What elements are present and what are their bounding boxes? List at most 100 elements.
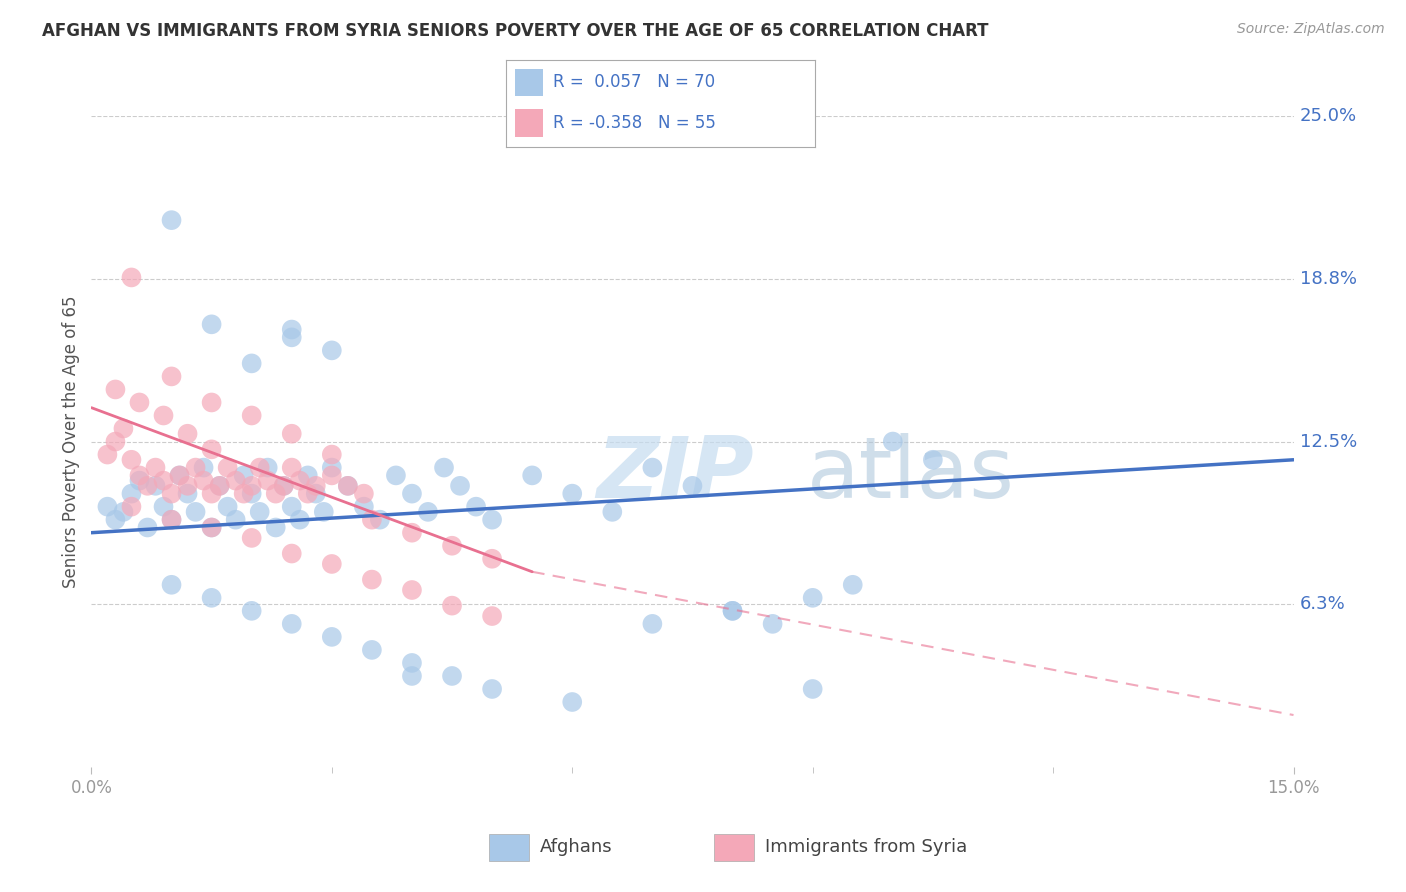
Point — [232, 486, 254, 500]
Point — [176, 426, 198, 441]
Point — [440, 539, 463, 553]
Point — [522, 468, 544, 483]
Bar — [489, 834, 529, 861]
Text: ZIP: ZIP — [596, 433, 754, 516]
Y-axis label: Seniors Poverty Over the Age of 65: Seniors Poverty Over the Age of 65 — [62, 295, 80, 588]
Point — [201, 520, 224, 534]
Text: R =  0.057   N = 70: R = 0.057 N = 70 — [553, 73, 714, 92]
Point — [440, 669, 463, 683]
Point — [305, 486, 328, 500]
Point — [641, 460, 664, 475]
Point — [440, 599, 463, 613]
Point — [201, 318, 224, 332]
Point — [561, 695, 583, 709]
Point — [433, 460, 456, 475]
Point — [353, 500, 375, 514]
Point — [281, 330, 304, 344]
Point — [160, 513, 183, 527]
Point — [121, 452, 143, 467]
Point — [112, 505, 135, 519]
Point — [240, 486, 263, 500]
Point — [449, 479, 471, 493]
Point — [201, 591, 224, 605]
Point — [882, 434, 904, 449]
Point — [201, 395, 224, 409]
Point — [128, 474, 150, 488]
Point — [305, 479, 328, 493]
Text: AFGHAN VS IMMIGRANTS FROM SYRIA SENIORS POVERTY OVER THE AGE OF 65 CORRELATION C: AFGHAN VS IMMIGRANTS FROM SYRIA SENIORS … — [42, 22, 988, 40]
Point — [481, 551, 503, 566]
Point — [281, 460, 304, 475]
Point — [273, 479, 295, 493]
Point — [721, 604, 744, 618]
Point — [281, 426, 304, 441]
Point — [240, 531, 263, 545]
Point — [922, 452, 945, 467]
Point — [321, 557, 343, 571]
Point — [336, 479, 359, 493]
Point — [681, 479, 703, 493]
Point — [312, 505, 335, 519]
Text: 6.3%: 6.3% — [1299, 595, 1346, 614]
Point — [353, 486, 375, 500]
Point — [321, 343, 343, 358]
Point — [240, 604, 263, 618]
Point — [281, 616, 304, 631]
Point — [841, 578, 863, 592]
Point — [208, 479, 231, 493]
Point — [401, 656, 423, 670]
Point — [104, 513, 127, 527]
Point — [602, 505, 624, 519]
Point — [801, 591, 824, 605]
Point — [240, 409, 263, 423]
Point — [401, 582, 423, 597]
Point — [112, 421, 135, 435]
Point — [273, 479, 295, 493]
Point — [145, 479, 167, 493]
Point — [169, 468, 191, 483]
Point — [217, 460, 239, 475]
Bar — [516, 69, 543, 96]
Point — [360, 573, 382, 587]
Point — [104, 434, 127, 449]
Point — [152, 500, 174, 514]
Point — [184, 505, 207, 519]
Point — [401, 669, 423, 683]
Point — [176, 479, 198, 493]
Point — [360, 643, 382, 657]
Point — [336, 479, 359, 493]
Point — [401, 486, 423, 500]
Point — [368, 513, 391, 527]
Text: 25.0%: 25.0% — [1299, 107, 1357, 125]
Point — [801, 681, 824, 696]
Text: 18.8%: 18.8% — [1299, 269, 1357, 288]
Point — [481, 609, 503, 624]
Point — [321, 468, 343, 483]
Point — [136, 479, 159, 493]
Point — [264, 520, 287, 534]
Point — [128, 468, 150, 483]
Point — [96, 500, 118, 514]
Point — [160, 513, 183, 527]
Point — [385, 468, 408, 483]
Point — [249, 505, 271, 519]
Text: Immigrants from Syria: Immigrants from Syria — [765, 838, 967, 856]
Bar — [714, 834, 754, 861]
Point — [160, 369, 183, 384]
Point — [160, 486, 183, 500]
Point — [481, 513, 503, 527]
Point — [240, 479, 263, 493]
Point — [160, 578, 183, 592]
Point — [321, 630, 343, 644]
Point — [281, 322, 304, 336]
Point — [201, 442, 224, 457]
Point — [121, 500, 143, 514]
Point — [176, 486, 198, 500]
Point — [264, 486, 287, 500]
Point — [225, 513, 247, 527]
Point — [240, 356, 263, 370]
Point — [297, 486, 319, 500]
Text: Afghans: Afghans — [540, 838, 613, 856]
Point — [121, 270, 143, 285]
Point — [481, 681, 503, 696]
